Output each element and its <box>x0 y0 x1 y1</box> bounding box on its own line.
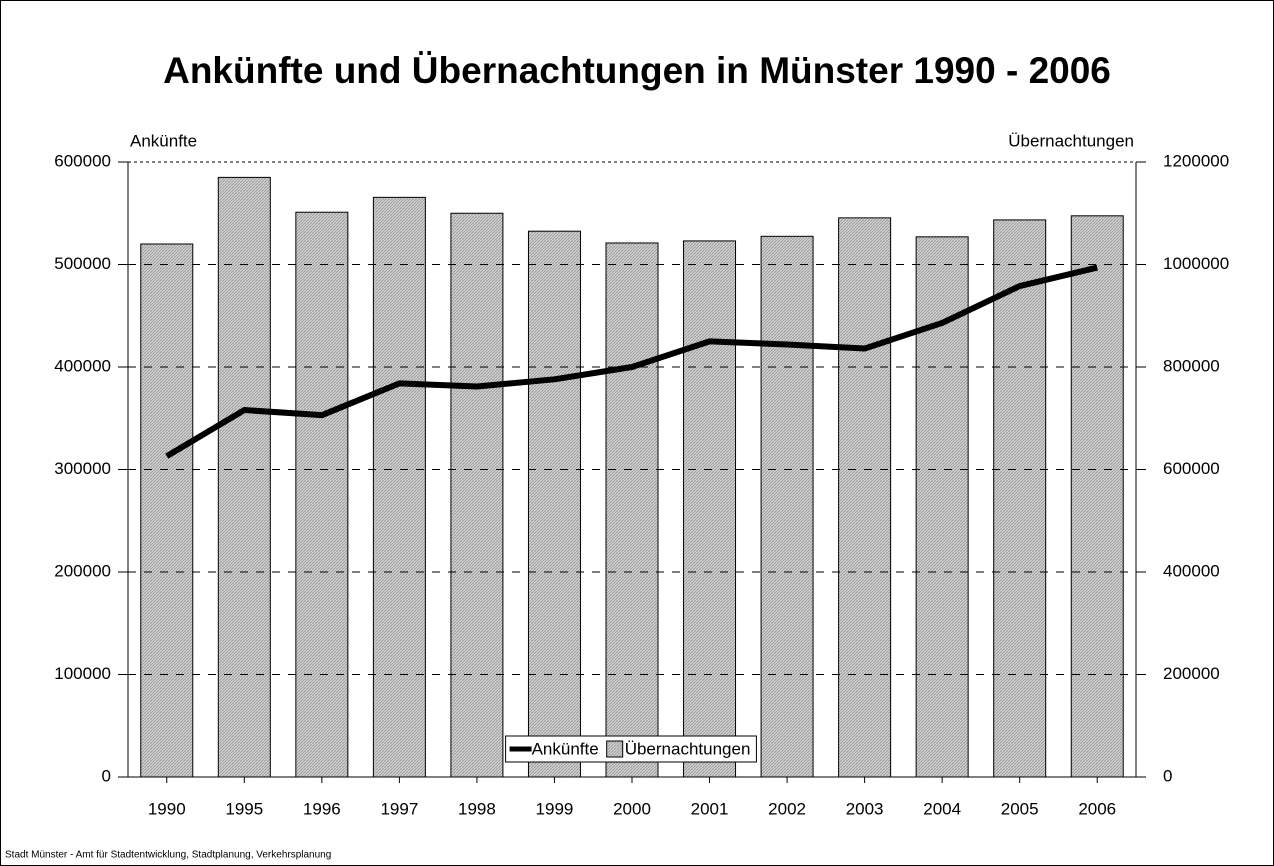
legend-box <box>505 735 757 763</box>
y2-axis-label: Übernachtungen <box>1008 131 1134 150</box>
bar <box>683 240 737 778</box>
bar <box>450 212 504 778</box>
x-tick-label: 2002 <box>768 799 806 818</box>
x-tick-label: 1996 <box>303 799 341 818</box>
x-tick-label: 2000 <box>613 799 651 818</box>
bar <box>915 236 969 778</box>
y2-tick-label: 800000 <box>1163 356 1220 375</box>
bar <box>217 176 271 778</box>
x-tick-label: 1998 <box>458 799 496 818</box>
x-tick-label: 2001 <box>691 799 729 818</box>
x-tick-label: 2003 <box>846 799 884 818</box>
legend: Ankünfte Übernachtungen <box>505 735 757 763</box>
y2-tick-label: 200000 <box>1163 664 1220 683</box>
x-tick-label: 2005 <box>1001 799 1039 818</box>
x-tick-label: 2004 <box>923 799 961 818</box>
bar <box>527 230 581 778</box>
legend-label: Ankünfte <box>532 739 599 758</box>
legend-swatch <box>606 740 624 758</box>
bar <box>295 211 349 778</box>
bar <box>372 196 426 778</box>
y-tick-label: 600000 <box>54 151 111 170</box>
x-tick-label: 1999 <box>536 799 574 818</box>
y2-tick-label: 0 <box>1163 766 1172 785</box>
x-tick-label: 2006 <box>1078 799 1116 818</box>
x-tick-label: 1997 <box>380 799 418 818</box>
x-tick-label: 1995 <box>225 799 263 818</box>
y-tick-label: 100000 <box>54 664 111 683</box>
bar <box>1070 215 1124 778</box>
y2-tick-label: 600000 <box>1163 459 1220 478</box>
x-tick-label: 1990 <box>148 799 186 818</box>
bar <box>140 243 194 778</box>
bar <box>838 217 892 778</box>
bar <box>993 219 1047 778</box>
y2-tick-label: 1200000 <box>1163 151 1229 170</box>
y-tick-label: 400000 <box>54 356 111 375</box>
y-tick-label: 500000 <box>54 254 111 273</box>
y-tick-label: 0 <box>102 766 111 785</box>
bar <box>760 235 814 778</box>
chart-title: Ankünfte und Übernachtungen in Münster 1… <box>163 50 1111 91</box>
y2-tick-label: 1000000 <box>1163 254 1229 273</box>
line <box>165 264 1098 459</box>
y2-tick-label: 400000 <box>1163 561 1220 580</box>
legend-label: Übernachtungen <box>625 739 751 758</box>
y-tick-label: 300000 <box>54 459 111 478</box>
bar <box>605 242 659 778</box>
source: Stadt Münster - Amt für Stadtentwicklung… <box>5 850 331 861</box>
y-axis-label: Ankünfte <box>130 131 197 150</box>
y-tick-label: 200000 <box>54 561 111 580</box>
